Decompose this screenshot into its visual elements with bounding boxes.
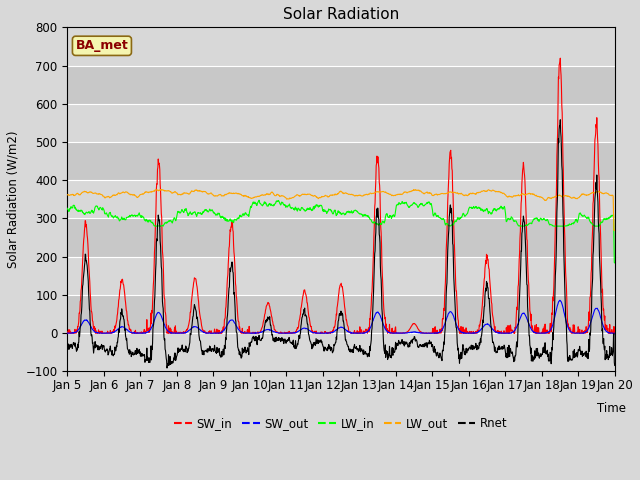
LW_out: [546, 195, 554, 201]
LW_in: [246, 206, 254, 212]
LW_out: [611, 228, 618, 233]
LW_out: [611, 228, 618, 233]
SW_in: [172, 330, 180, 336]
Bar: [67, 218, 614, 257]
SW_out: [546, 328, 554, 334]
SW_out: [247, 330, 255, 336]
Text: BA_met: BA_met: [76, 39, 128, 52]
Line: LW_in: LW_in: [67, 200, 614, 263]
Line: Rnet: Rnet: [67, 120, 614, 368]
SW_out: [186, 327, 193, 333]
Rnet: [611, 362, 618, 368]
Bar: [67, 142, 614, 180]
Bar: [67, 180, 614, 218]
Rnet: [556, 117, 564, 122]
SW_in: [63, 329, 71, 335]
Rnet: [163, 365, 171, 371]
Bar: [67, 257, 614, 295]
LW_out: [247, 195, 255, 201]
Rnet: [546, 349, 554, 355]
Line: LW_out: LW_out: [67, 190, 614, 230]
Line: SW_out: SW_out: [67, 300, 614, 333]
SW_in: [556, 55, 564, 61]
LW_in: [255, 197, 263, 203]
Title: Solar Radiation: Solar Radiation: [283, 7, 399, 22]
Bar: [67, 295, 614, 333]
Bar: [67, 27, 614, 65]
SW_out: [63, 330, 71, 336]
LW_out: [63, 192, 71, 198]
LW_in: [546, 222, 554, 228]
Rnet: [172, 355, 180, 361]
SW_out: [426, 330, 434, 336]
SW_in: [546, 321, 554, 326]
LW_out: [186, 191, 193, 197]
SW_out: [611, 330, 618, 336]
LW_in: [63, 205, 71, 211]
Rnet: [247, 339, 255, 345]
SW_in: [64, 330, 72, 336]
LW_out: [498, 190, 506, 195]
SW_out: [172, 330, 180, 336]
SW_in: [247, 330, 255, 336]
LW_out: [426, 191, 434, 196]
LW_in: [172, 218, 180, 224]
LW_out: [158, 187, 166, 192]
SW_in: [611, 330, 618, 336]
Legend: SW_in, SW_out, LW_in, LW_out, Rnet: SW_in, SW_out, LW_in, LW_out, Rnet: [170, 412, 513, 434]
LW_in: [185, 211, 193, 216]
Rnet: [186, 341, 193, 347]
LW_in: [498, 205, 506, 211]
Rnet: [426, 340, 434, 346]
LW_out: [172, 190, 180, 195]
Y-axis label: Solar Radiation (W/m2): Solar Radiation (W/m2): [7, 131, 20, 268]
SW_in: [498, 330, 506, 336]
Rnet: [63, 342, 71, 348]
SW_in: [426, 330, 434, 336]
SW_out: [498, 330, 506, 336]
Bar: [67, 104, 614, 142]
LW_in: [611, 260, 618, 266]
Bar: [67, 333, 614, 372]
Rnet: [498, 346, 506, 352]
SW_out: [556, 297, 564, 303]
SW_out: [65, 330, 73, 336]
X-axis label: Time: Time: [596, 402, 626, 415]
Line: SW_in: SW_in: [67, 58, 614, 333]
LW_in: [426, 202, 434, 207]
SW_in: [186, 317, 193, 323]
Bar: [67, 65, 614, 104]
